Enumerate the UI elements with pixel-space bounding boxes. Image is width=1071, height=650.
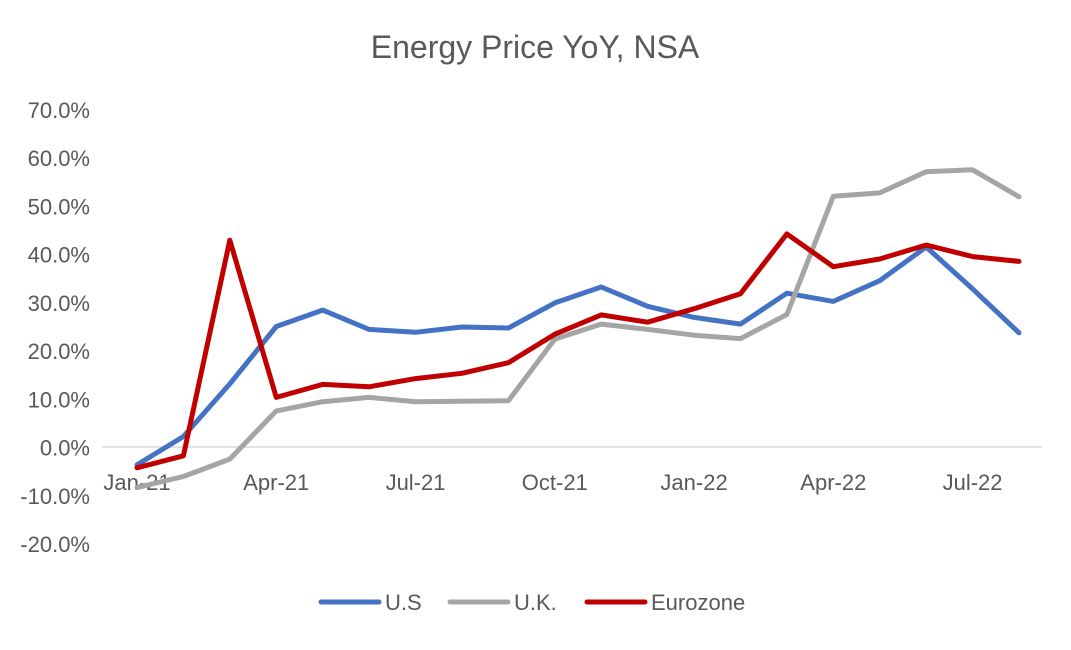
legend-label-u-k: U.K. — [514, 590, 557, 615]
plot-area — [134, 167, 1022, 491]
x-tick-label: Jan-22 — [660, 470, 727, 495]
legend: U.S U.K. Eurozone — [318, 590, 745, 615]
y-tick-label: -10.0% — [20, 484, 90, 509]
y-tick-label: 10.0% — [28, 387, 90, 412]
y-tick-label: 60.0% — [28, 146, 90, 171]
x-axis: Jan-21 Apr-21 Jul-21 Oct-21 Jan-22 Apr-22 Jul-… — [103, 470, 1002, 495]
series-line-u-s — [134, 244, 1022, 468]
y-tick-label: 0.0% — [40, 436, 90, 461]
x-tick-label: Apr-21 — [243, 470, 309, 495]
chart-title: Energy Price YoY, NSA — [371, 29, 700, 65]
x-tick-label: Jul-21 — [386, 470, 446, 495]
x-tick-label: Oct-21 — [522, 470, 588, 495]
y-tick-label: 40.0% — [28, 243, 90, 268]
y-tick-label: 30.0% — [28, 291, 90, 316]
x-tick-label: Jul-22 — [943, 470, 1003, 495]
y-tick-label: 50.0% — [28, 194, 90, 219]
series-line-eurozone — [134, 231, 1022, 471]
y-axis: 70.0% 60.0% 50.0% 40.0% 30.0% 20.0% 10.0% 0.0% -… — [20, 98, 90, 557]
legend-label-u-s: U.S — [385, 590, 422, 615]
y-tick-label: 20.0% — [28, 339, 90, 364]
y-tick-label: -20.0% — [20, 532, 90, 557]
legend-label-eurozone: Eurozone — [651, 590, 745, 615]
x-tick-label: Apr-22 — [800, 470, 866, 495]
series-line-u-k — [134, 167, 1022, 491]
y-tick-label: 70.0% — [28, 98, 90, 123]
